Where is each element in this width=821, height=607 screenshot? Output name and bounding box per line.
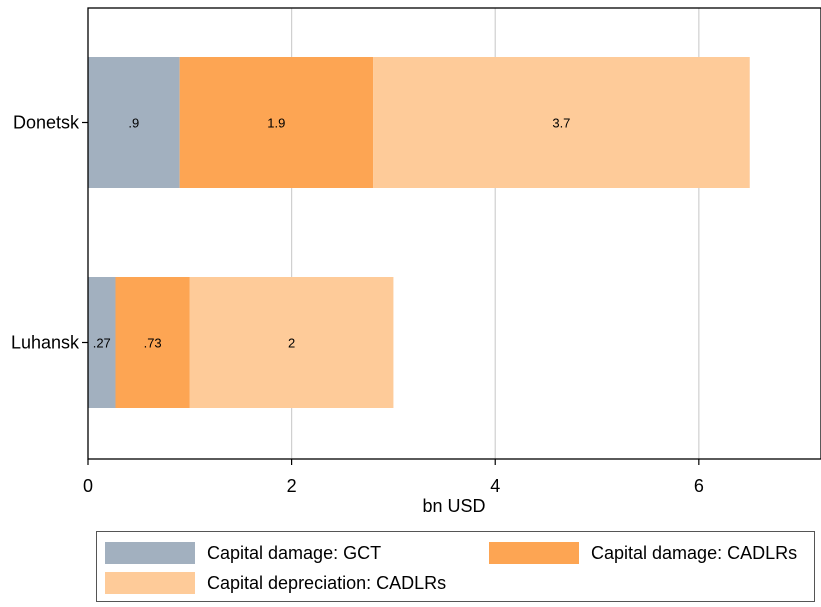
bars: .9 1.9 3.7 .27 .73 2 (88, 57, 750, 408)
data-label: .27 (93, 336, 111, 351)
data-label: .9 (128, 116, 139, 131)
category-label-luhansk: Luhansk (11, 333, 80, 353)
x-axis: 0 2 4 6 (83, 459, 704, 496)
x-tick-label: 6 (694, 476, 704, 496)
y-axis: Donetsk Luhansk (11, 113, 88, 353)
bar-luhansk-series-2 (189, 277, 394, 408)
x-tick-label: 0 (83, 476, 93, 496)
plot-frame (87, 7, 821, 460)
data-label: 2 (288, 336, 295, 351)
data-label: .73 (144, 336, 162, 351)
x-tick-label: 4 (490, 476, 500, 496)
legend-item-cadlrs-damage: Capital damage: CADLRs (489, 542, 797, 564)
legend-label-cadlrs-damage: Capital damage: CADLRs (591, 542, 798, 563)
legend: Capital damage: GCT Capital damage: CADL… (96, 531, 815, 602)
bar-donetsk-series-0 (88, 57, 180, 188)
data-label: 3.7 (552, 116, 570, 131)
legend-label-gct: Capital damage: GCT (207, 542, 382, 563)
bar-donetsk-series-1 (179, 57, 374, 188)
bar-luhansk-series-1 (115, 277, 190, 408)
legend-item-gct: Capital damage: GCT (105, 542, 381, 564)
x-tick-label: 2 (287, 476, 297, 496)
legend-item-cadlrs-depreciation: Capital depreciation: CADLRs (105, 572, 446, 594)
legend-swatch-gct (105, 542, 195, 564)
legend-swatch-cadlrs-depreciation (105, 572, 195, 594)
category-label-donetsk: Donetsk (13, 113, 80, 133)
legend-swatch-cadlrs-damage (489, 542, 579, 564)
bar-donetsk-series-2 (373, 57, 750, 188)
bar-luhansk-series-0 (88, 277, 116, 408)
legend-label-cadlrs-depreciation: Capital depreciation: CADLRs (207, 572, 447, 593)
chart: .9 1.9 3.7 .27 .73 2 0 2 4 6 Donetsk Luhansk bn U… (11, 7, 821, 516)
x-axis-title: bn USD (422, 496, 485, 516)
data-label: 1.9 (267, 116, 285, 131)
